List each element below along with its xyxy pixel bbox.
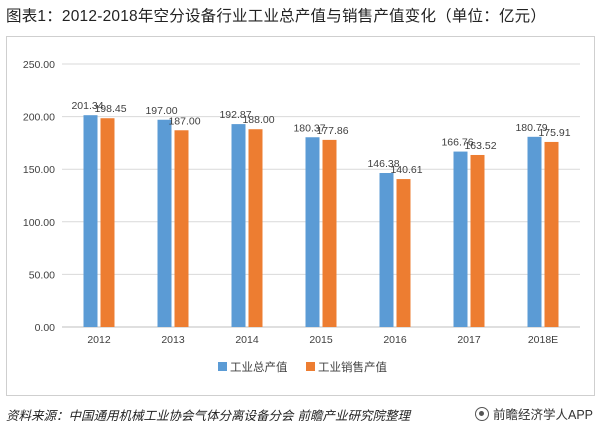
x-tick-label: 2012 — [87, 334, 111, 346]
y-tick-label: 250.00 — [23, 59, 55, 71]
bar-sales-output — [396, 179, 411, 327]
bar-sales-output — [174, 130, 189, 327]
data-label: 146.38 — [367, 158, 399, 170]
bar-total-output — [379, 173, 394, 327]
bar-total-output — [453, 151, 468, 327]
bar-total-output — [231, 124, 246, 327]
x-tick-label: 2014 — [235, 334, 259, 346]
brand-footer: 前瞻经济学人APP — [474, 404, 593, 423]
data-label: 201.34 — [71, 100, 103, 112]
x-tick-label: 2018E — [528, 334, 558, 346]
data-label: 140.61 — [390, 164, 422, 176]
bar-sales-output — [100, 118, 115, 328]
x-tick-label: 2013 — [161, 334, 185, 346]
bar-total-output — [157, 119, 172, 327]
bar-sales-output — [470, 154, 485, 327]
legend-label-total-output: 工业总产值 — [230, 360, 288, 374]
data-label: 192.87 — [219, 109, 251, 121]
data-label: 175.91 — [538, 127, 570, 139]
bar-total-output — [305, 137, 320, 327]
data-label: 197.00 — [145, 105, 177, 117]
chart-frame — [6, 36, 595, 396]
brand-label: 前瞻经济学人APP — [492, 408, 593, 422]
data-label: 163.52 — [464, 140, 496, 152]
chart-title: 图表1：2012-2018年空分设备行业工业总产值与销售产值变化（单位：亿元） — [6, 8, 547, 25]
legend-label-sales-output: 工业销售产值 — [318, 360, 387, 374]
bar-sales-output — [544, 141, 559, 327]
y-tick-label: 150.00 — [23, 164, 55, 176]
y-tick-label: 200.00 — [23, 112, 55, 124]
x-tick-label: 2016 — [383, 334, 407, 346]
bar-total-output — [83, 115, 98, 327]
data-label: 180.79 — [515, 122, 547, 134]
data-label: 188.00 — [242, 114, 274, 126]
bar-sales-output — [248, 129, 263, 327]
y-tick-label: 0.00 — [35, 322, 56, 334]
data-label: 180.37 — [293, 122, 325, 134]
data-label: 187.00 — [168, 115, 200, 127]
x-tick-label: 2017 — [457, 334, 481, 346]
data-label: 177.86 — [316, 125, 348, 137]
legend-swatch-sales-output — [306, 362, 315, 371]
source-note: 资料来源：中国通用机械工业协会气体分离设备分会 前瞻产业研究院整理 — [6, 408, 410, 423]
y-tick-label: 100.00 — [23, 217, 55, 229]
x-tick-label: 2015 — [309, 334, 333, 346]
y-tick-label: 50.00 — [29, 269, 55, 281]
bar-total-output — [527, 136, 542, 327]
brand-logo-icon — [474, 406, 489, 421]
bar-sales-output — [322, 139, 337, 327]
data-label: 166.76 — [441, 137, 473, 149]
data-label: 198.45 — [94, 103, 126, 115]
legend-swatch-total-output — [218, 362, 227, 371]
